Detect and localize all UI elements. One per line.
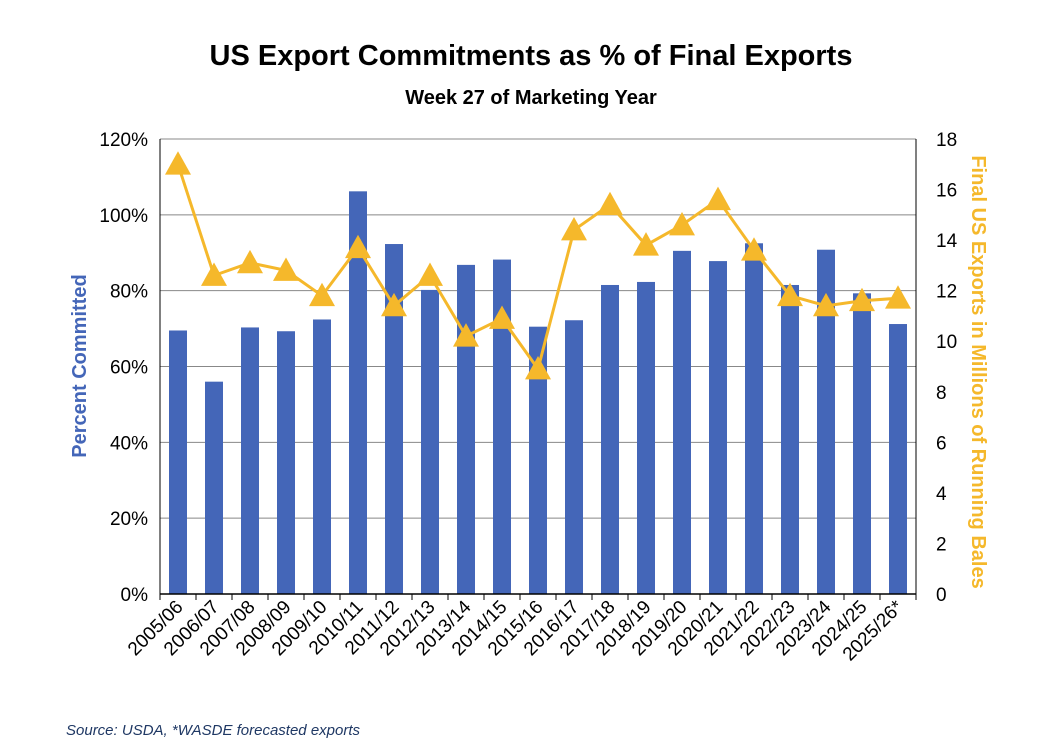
line-point (777, 282, 803, 307)
line-point (525, 356, 551, 380)
right-axis-ticks: 0 2 4 6 8 10 12 14 16 18 (936, 130, 958, 606)
line-point (201, 262, 227, 286)
bar (709, 261, 727, 594)
bar (889, 324, 907, 594)
line-point (597, 191, 623, 216)
line-point (813, 292, 839, 317)
line-point (741, 237, 767, 261)
y2-tick-label: 18 (936, 130, 957, 151)
y-tick-label: 80% (110, 282, 148, 303)
bar (205, 381, 223, 594)
bar (529, 326, 547, 594)
bar (745, 243, 763, 595)
bar (313, 319, 331, 594)
bar (781, 284, 799, 594)
line-point (669, 211, 695, 236)
line-point (849, 287, 875, 312)
bar-series (169, 191, 907, 595)
bar (853, 293, 871, 594)
y-tick-label: 120% (99, 130, 148, 151)
line-point (273, 257, 299, 281)
line-point (417, 262, 443, 286)
bar (241, 327, 259, 594)
line-point (885, 285, 911, 309)
line-point (381, 292, 407, 317)
y-tick-label: 100% (99, 206, 148, 227)
axes (159, 139, 917, 600)
line-point (705, 186, 731, 211)
y2-tick-label: 14 (936, 231, 958, 252)
y2-tick-label: 4 (936, 484, 947, 505)
category-axis-ticks: 2005/062006/072007/082008/092009/102010/… (124, 596, 908, 665)
right-axis-title: Final US Exports in Millions of Running … (967, 155, 989, 588)
left-axis-ticks: 0% 20% 40% 60% 80% 100% 120% (99, 130, 148, 606)
line-point (633, 232, 659, 256)
y2-tick-label: 2 (936, 534, 947, 555)
bar (673, 250, 691, 594)
bar (493, 259, 511, 594)
bar (421, 289, 439, 594)
bar (169, 330, 187, 594)
bar (349, 191, 367, 594)
line-point (453, 323, 479, 347)
y2-tick-label: 6 (936, 433, 947, 454)
y-tick-label: 0% (121, 585, 149, 606)
line-point (561, 217, 587, 241)
bar (277, 331, 295, 594)
y2-tick-label: 16 (936, 181, 957, 202)
bar (601, 284, 619, 594)
y-tick-label: 40% (110, 433, 148, 454)
y2-tick-label: 8 (936, 383, 947, 404)
line-point (165, 151, 191, 175)
chart-title: US Export Commitments as % of Final Expo… (210, 40, 853, 72)
y-tick-label: 20% (110, 509, 148, 530)
bar (385, 244, 403, 594)
y-tick-label: 60% (110, 358, 148, 379)
y2-tick-label: 12 (936, 282, 957, 303)
y2-tick-label: 10 (936, 332, 957, 353)
line-point (489, 305, 515, 329)
line-point (309, 282, 335, 307)
source-note: Source: USDA, *WASDE forecasted exports (66, 722, 361, 739)
y2-tick-label: 0 (936, 585, 947, 606)
bar (457, 264, 475, 594)
bar (565, 320, 583, 594)
left-axis-title: Percent Committed (69, 274, 91, 457)
line-point (345, 234, 371, 259)
line-series (165, 151, 911, 380)
bar (817, 249, 835, 594)
bar (637, 281, 655, 594)
line-point (237, 249, 263, 274)
chart-subtitle: Week 27 of Marketing Year (405, 87, 657, 109)
